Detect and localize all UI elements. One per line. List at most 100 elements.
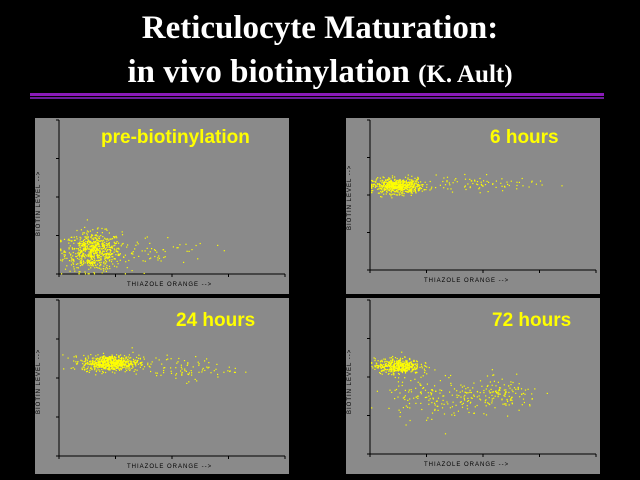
scatter-point <box>128 360 130 362</box>
scatter-point <box>466 408 469 410</box>
scatter-point <box>106 246 108 248</box>
scatter-point <box>125 357 128 359</box>
scatter-point <box>421 408 423 411</box>
scatter-point <box>106 243 108 245</box>
scatter-point <box>450 384 452 386</box>
scatter-point <box>79 239 81 241</box>
scatter-point <box>143 272 145 274</box>
scatter-point <box>100 264 102 266</box>
scatter-point <box>108 260 110 262</box>
scatter-point <box>383 366 385 368</box>
scatter-point <box>391 370 393 372</box>
scatter-point <box>371 190 373 192</box>
scatter-point <box>518 181 520 183</box>
scatter-point <box>74 270 76 272</box>
scatter-point <box>61 273 63 275</box>
scatter-point <box>206 358 208 360</box>
scatter-point <box>101 240 103 242</box>
scatter-point <box>68 248 70 250</box>
scatter-point <box>429 392 432 394</box>
scatter-point <box>478 395 480 397</box>
scatter-point <box>485 388 487 390</box>
scatter-point <box>379 192 381 194</box>
scatter-point <box>97 363 99 365</box>
scatter-point <box>371 180 374 182</box>
scatter-point <box>483 413 485 415</box>
scatter-point <box>87 273 89 275</box>
scatter-point <box>103 250 105 252</box>
scatter-point <box>87 236 89 238</box>
scatter-point <box>87 259 89 261</box>
scatter-point <box>81 250 83 252</box>
scatter-point <box>99 366 101 368</box>
title-line-2-text: in vivo biotinylation <box>127 54 410 90</box>
scatter-point <box>401 367 404 369</box>
scatter-point <box>474 179 476 181</box>
scatter-point <box>95 370 97 373</box>
scatter-point <box>462 402 464 404</box>
scatter-point <box>105 254 107 256</box>
scatter-point <box>63 255 66 258</box>
scatter-point <box>497 381 499 383</box>
scatter-point <box>105 244 107 246</box>
scatter-point <box>135 244 137 246</box>
scatter-point <box>516 181 518 183</box>
scatter-point <box>101 358 103 360</box>
scatter-point <box>115 363 117 366</box>
scatter-point <box>101 361 103 363</box>
scatter-point <box>507 183 509 185</box>
scatter-point <box>124 364 126 366</box>
scatter-point <box>86 260 88 263</box>
scatter-point <box>87 247 89 249</box>
scatter-point <box>407 177 409 179</box>
scatter-point <box>377 192 379 194</box>
scatter-point <box>403 195 405 197</box>
scatter-point <box>401 186 403 188</box>
scatter-point <box>115 369 117 372</box>
scatter-point <box>401 184 403 186</box>
scatter-point <box>119 254 121 256</box>
scatter-point <box>105 371 107 374</box>
scatter-point <box>399 359 401 361</box>
scatter-point <box>453 388 456 390</box>
scatter-point <box>534 388 536 390</box>
scatter-point <box>185 243 187 245</box>
scatter-point <box>73 356 75 358</box>
scatter-point <box>437 409 439 411</box>
scatter-point <box>95 251 97 253</box>
scatter-point <box>450 374 452 377</box>
scatter-point <box>94 252 96 254</box>
scatter-point <box>431 186 433 188</box>
scatter-point <box>468 411 470 414</box>
scatter-point <box>399 182 401 184</box>
scatter-point <box>399 366 401 368</box>
scatter-point <box>383 189 385 191</box>
scatter-point <box>529 404 531 406</box>
scatter-point <box>416 179 418 181</box>
scatter-point <box>401 370 403 372</box>
scatter-point <box>410 361 412 363</box>
scatter-point <box>385 179 387 182</box>
scatter-point <box>98 262 101 264</box>
scatter-point <box>495 385 497 387</box>
scatter-point <box>113 357 115 359</box>
scatter-point <box>390 187 392 189</box>
scatter-point <box>183 261 185 263</box>
scatter-point <box>110 246 112 248</box>
scatter-point <box>398 180 400 182</box>
scatter-point <box>72 258 74 260</box>
scatter-point <box>77 263 79 265</box>
scatter-point <box>234 367 236 369</box>
scatter-point <box>96 239 98 241</box>
scatter-point <box>75 253 77 255</box>
scatter-point <box>412 363 414 365</box>
scatter-point <box>404 366 406 368</box>
scatter-point <box>117 362 119 364</box>
scatter-point <box>91 360 93 362</box>
scatter-point <box>409 183 411 185</box>
scatter-point <box>103 359 105 361</box>
scatter-point <box>406 367 408 369</box>
scatter-point <box>75 355 77 357</box>
scatter-point <box>491 402 493 404</box>
scatter-point <box>108 356 110 358</box>
